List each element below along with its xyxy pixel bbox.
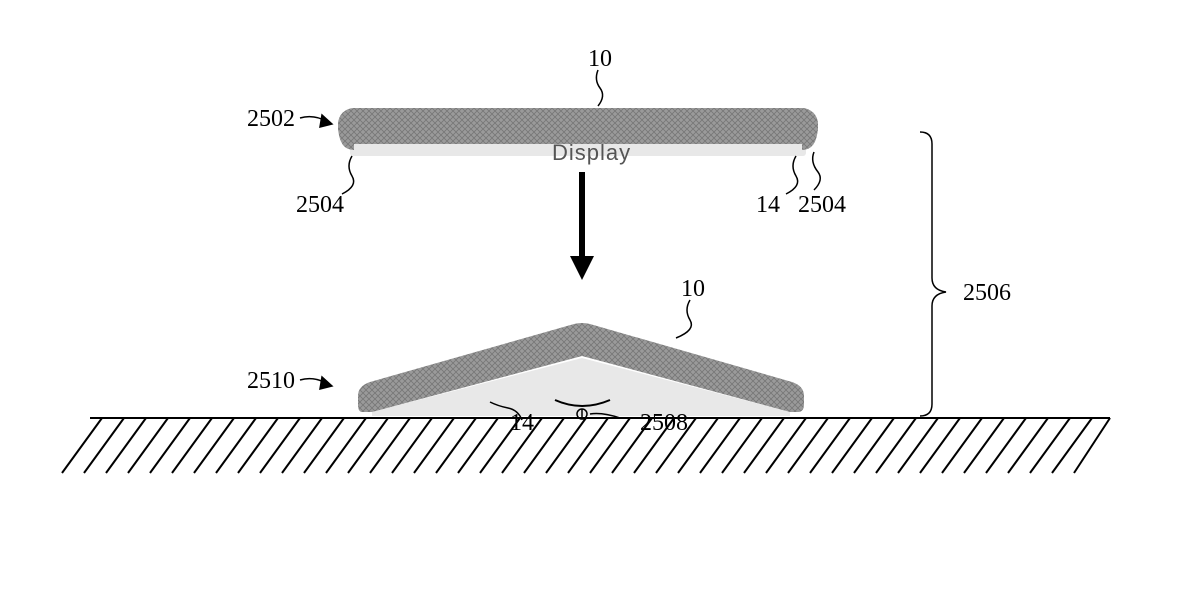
- ref-2504-left: 2504: [296, 192, 344, 219]
- ref-14-right: 14: [756, 192, 780, 219]
- ref-14-bottom: 14: [510, 410, 534, 437]
- ref-2510: 2510: [247, 368, 295, 395]
- ref-2502: 2502: [247, 106, 295, 133]
- bottom-device: [358, 323, 804, 419]
- patent-diagram: Display 10 2502 2504 14 2504 10 2506 251…: [0, 0, 1200, 609]
- ground: [62, 418, 1110, 473]
- ref-10-top: 10: [588, 46, 612, 73]
- fall-arrow: [570, 172, 594, 280]
- ref-2508: 2508: [640, 410, 688, 437]
- display-label: Display: [552, 140, 631, 166]
- ref-10-mid: 10: [681, 276, 705, 303]
- bracket-2506: [920, 132, 946, 416]
- diagram-svg: [0, 0, 1200, 609]
- ref-2504-right: 2504: [798, 192, 846, 219]
- ref-2506: 2506: [963, 280, 1011, 307]
